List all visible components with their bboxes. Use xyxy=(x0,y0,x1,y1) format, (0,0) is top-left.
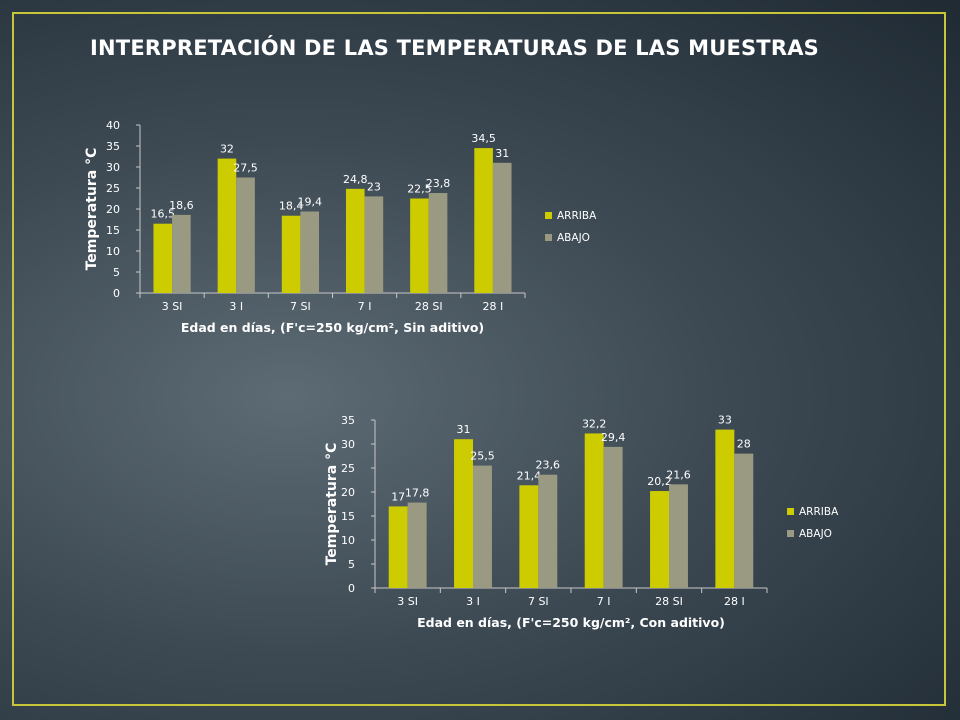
data-label: 31 xyxy=(457,423,471,436)
bar-arriba xyxy=(410,198,429,293)
y-tick-label: 40 xyxy=(106,119,120,132)
x-tick-label: 28 I xyxy=(483,300,504,313)
bar-abajo xyxy=(407,502,427,588)
bar-arriba xyxy=(650,491,669,588)
data-label: 17,8 xyxy=(405,487,430,500)
x-tick-label: 7 I xyxy=(358,300,372,313)
bar-abajo xyxy=(172,214,191,293)
data-label: 22,5 xyxy=(407,183,432,196)
x-tick-label: 28 I xyxy=(724,595,745,608)
y-axis-title: Temperatura °C xyxy=(324,443,340,566)
y-axis-title: Temperatura °C xyxy=(84,148,100,271)
legend-swatch xyxy=(545,212,552,219)
y-tick-label: 35 xyxy=(106,140,120,153)
x-axis-title: Edad en días, (F'c=250 kg/cm², Sin aditi… xyxy=(181,320,484,335)
data-label: 34,5 xyxy=(471,132,496,145)
y-tick-label: 5 xyxy=(113,266,120,279)
bar-abajo xyxy=(603,446,623,588)
x-tick-label: 3 SI xyxy=(397,595,418,608)
data-label: 19,4 xyxy=(297,196,322,209)
slide-frame xyxy=(12,12,946,706)
data-label: 25,5 xyxy=(470,450,495,463)
bar-abajo xyxy=(538,474,558,588)
data-label: 33 xyxy=(718,414,732,427)
data-label: 21,6 xyxy=(666,468,691,481)
bar-arriba xyxy=(454,439,473,588)
legend-swatch xyxy=(787,508,794,515)
x-axis-title: Edad en días, (F'c=250 kg/cm², Con aditi… xyxy=(417,615,725,630)
x-tick-label: 7 SI xyxy=(290,300,311,313)
bar-arriba xyxy=(519,485,539,588)
data-label: 24,8 xyxy=(343,173,368,186)
data-label: 18,4 xyxy=(279,200,304,213)
legend-swatch xyxy=(787,530,794,537)
data-label: 29,4 xyxy=(601,431,626,444)
y-tick-label: 0 xyxy=(113,287,120,300)
y-tick-label: 20 xyxy=(341,486,355,499)
bar-abajo xyxy=(428,193,448,293)
bar-arriba xyxy=(715,429,735,588)
data-label: 32 xyxy=(220,143,234,156)
data-label: 23,6 xyxy=(536,459,561,472)
data-label: 21,4 xyxy=(517,469,542,482)
x-tick-label: 3 I xyxy=(229,300,243,313)
data-label: 32,2 xyxy=(582,417,607,430)
bar-arriba xyxy=(474,148,493,293)
bar-abajo xyxy=(300,211,320,293)
x-tick-label: 7 I xyxy=(597,595,611,608)
y-tick-label: 5 xyxy=(348,558,355,571)
y-tick-label: 0 xyxy=(348,582,355,595)
legend-label: ARRIBA xyxy=(799,506,839,518)
x-tick-label: 28 SI xyxy=(655,595,683,608)
data-label: 31 xyxy=(495,147,509,160)
legend-label: ABAJO xyxy=(799,528,832,540)
bar-abajo xyxy=(236,177,255,293)
bar-arriba xyxy=(217,158,237,293)
data-label: 20,2 xyxy=(647,475,672,488)
legend-label: ARRIBA xyxy=(557,210,597,222)
y-tick-label: 30 xyxy=(106,161,120,174)
data-label: 27,5 xyxy=(233,162,258,175)
y-tick-label: 10 xyxy=(341,534,355,547)
x-tick-label: 3 SI xyxy=(162,300,183,313)
y-tick-label: 25 xyxy=(341,462,355,475)
bar-arriba xyxy=(584,433,604,588)
bar-abajo xyxy=(473,465,492,588)
bar-abajo xyxy=(734,453,754,588)
bar-abajo xyxy=(492,162,512,293)
data-label: 16,5 xyxy=(151,208,176,221)
legend-swatch xyxy=(545,234,552,241)
y-tick-label: 30 xyxy=(341,438,355,451)
slide-title: INTERPRETACIÓN DE LAS TEMPERATURAS DE LA… xyxy=(90,36,819,60)
data-label: 18,6 xyxy=(169,199,194,212)
x-tick-label: 3 I xyxy=(466,595,480,608)
x-tick-label: 7 SI xyxy=(528,595,549,608)
bar-arriba xyxy=(281,215,301,293)
data-label: 28 xyxy=(737,438,751,451)
y-tick-label: 35 xyxy=(341,414,355,427)
bar-abajo xyxy=(364,196,384,293)
y-tick-label: 10 xyxy=(106,245,120,258)
legend-label: ABAJO xyxy=(557,232,590,244)
y-tick-label: 20 xyxy=(106,203,120,216)
y-tick-label: 15 xyxy=(106,224,120,237)
bar-arriba xyxy=(345,188,365,293)
bar-abajo xyxy=(669,484,688,588)
data-label: 17 xyxy=(391,490,405,503)
y-tick-label: 25 xyxy=(106,182,120,195)
data-label: 23 xyxy=(367,180,381,193)
y-tick-label: 15 xyxy=(341,510,355,523)
x-tick-label: 28 SI xyxy=(415,300,443,313)
bar-arriba xyxy=(388,506,408,588)
data-label: 23,8 xyxy=(426,177,451,190)
bar-arriba xyxy=(153,223,173,293)
